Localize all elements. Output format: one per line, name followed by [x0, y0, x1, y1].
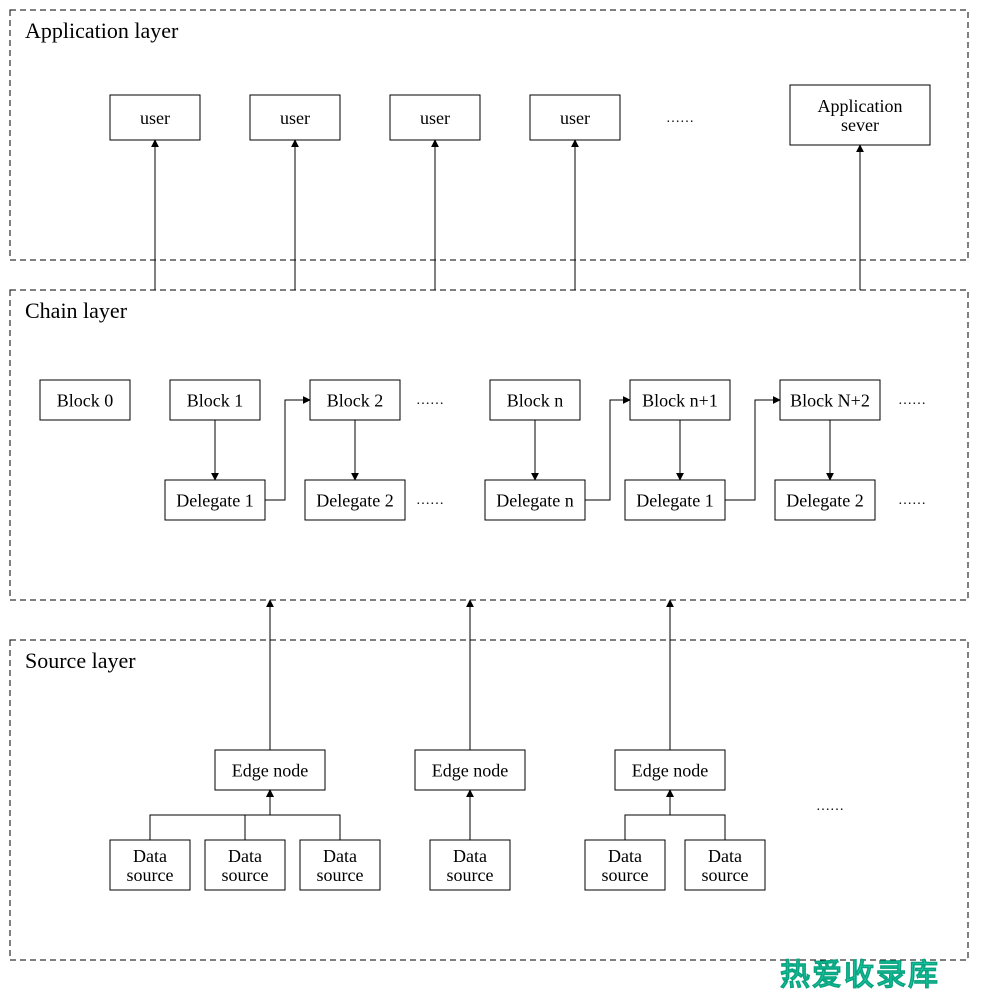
- block-bn2: Block N+2: [780, 380, 880, 420]
- svg-text:Application: Application: [818, 96, 903, 116]
- svg-text:Data: Data: [133, 846, 167, 866]
- svg-text:Block N+2: Block N+2: [790, 390, 870, 410]
- block-bn1: Block n+1: [630, 380, 730, 420]
- data-source-s1: Datasource: [110, 840, 190, 890]
- app-box-user4: user: [530, 95, 620, 140]
- svg-text:Data: Data: [228, 846, 262, 866]
- connector: [265, 400, 310, 500]
- watermark: 热爱收录库: [780, 959, 940, 992]
- delegate-dn1: Delegate 1: [625, 480, 725, 520]
- svg-text:Data: Data: [453, 846, 487, 866]
- delegate-dn: Delegate n: [485, 480, 585, 520]
- svg-text:Edge node: Edge node: [632, 760, 708, 780]
- svg-text:Edge node: Edge node: [432, 760, 508, 780]
- connector: [585, 400, 630, 500]
- data-source-s3: Datasource: [300, 840, 380, 890]
- svg-text:user: user: [420, 108, 450, 128]
- svg-text:Data: Data: [708, 846, 742, 866]
- svg-text:Delegate 2: Delegate 2: [316, 490, 393, 510]
- svg-text:source: source: [127, 865, 174, 885]
- svg-text:source: source: [447, 865, 494, 885]
- svg-text:source: source: [702, 865, 749, 885]
- ellipsis: ……: [898, 393, 926, 408]
- edge-node-e2: Edge node: [415, 750, 525, 790]
- layer-title-source: Source layer: [25, 648, 136, 673]
- connector: [725, 400, 780, 500]
- svg-text:source: source: [222, 865, 269, 885]
- block-bn: Block n: [490, 380, 580, 420]
- svg-text:source: source: [602, 865, 649, 885]
- connector: [625, 790, 670, 840]
- connector: [245, 790, 270, 840]
- svg-text:sever: sever: [841, 115, 879, 135]
- block-b2: Block 2: [310, 380, 400, 420]
- svg-text:user: user: [280, 108, 310, 128]
- layer-title-application: Application layer: [25, 18, 179, 43]
- delegate-d2: Delegate 2: [305, 480, 405, 520]
- ellipsis: ……: [666, 111, 694, 126]
- svg-text:Data: Data: [608, 846, 642, 866]
- svg-text:Block n+1: Block n+1: [642, 390, 718, 410]
- data-source-s2: Datasource: [205, 840, 285, 890]
- block-b1: Block 1: [170, 380, 260, 420]
- svg-text:Block 0: Block 0: [57, 390, 114, 410]
- data-source-s5: Datasource: [585, 840, 665, 890]
- svg-text:Edge node: Edge node: [232, 760, 308, 780]
- svg-text:Delegate 1: Delegate 1: [636, 490, 713, 510]
- data-source-s6: Datasource: [685, 840, 765, 890]
- layer-chain: Chain layer: [10, 290, 968, 600]
- svg-text:source: source: [317, 865, 364, 885]
- app-box-user1: user: [110, 95, 200, 140]
- svg-text:Data: Data: [323, 846, 357, 866]
- svg-text:user: user: [140, 108, 170, 128]
- app-box-appserver: Applicationsever: [790, 85, 930, 145]
- layer-title-chain: Chain layer: [25, 298, 128, 323]
- data-source-s4: Datasource: [430, 840, 510, 890]
- svg-text:Delegate 2: Delegate 2: [786, 490, 863, 510]
- app-box-user3: user: [390, 95, 480, 140]
- app-box-user2: user: [250, 95, 340, 140]
- delegate-d1: Delegate 1: [165, 480, 265, 520]
- svg-text:Block n: Block n: [507, 390, 564, 410]
- edge-node-e1: Edge node: [215, 750, 325, 790]
- ellipsis: ……: [416, 393, 444, 408]
- svg-text:Delegate n: Delegate n: [496, 490, 573, 510]
- connector: [670, 790, 725, 840]
- edge-node-e3: Edge node: [615, 750, 725, 790]
- ellipsis: ……: [816, 799, 844, 814]
- block-b0: Block 0: [40, 380, 130, 420]
- ellipsis: ……: [898, 493, 926, 508]
- svg-text:Block 2: Block 2: [327, 390, 384, 410]
- delegate-dn2: Delegate 2: [775, 480, 875, 520]
- svg-text:Block 1: Block 1: [187, 390, 244, 410]
- svg-text:Delegate 1: Delegate 1: [176, 490, 253, 510]
- ellipsis: ……: [416, 493, 444, 508]
- svg-text:user: user: [560, 108, 590, 128]
- connector: [270, 790, 340, 840]
